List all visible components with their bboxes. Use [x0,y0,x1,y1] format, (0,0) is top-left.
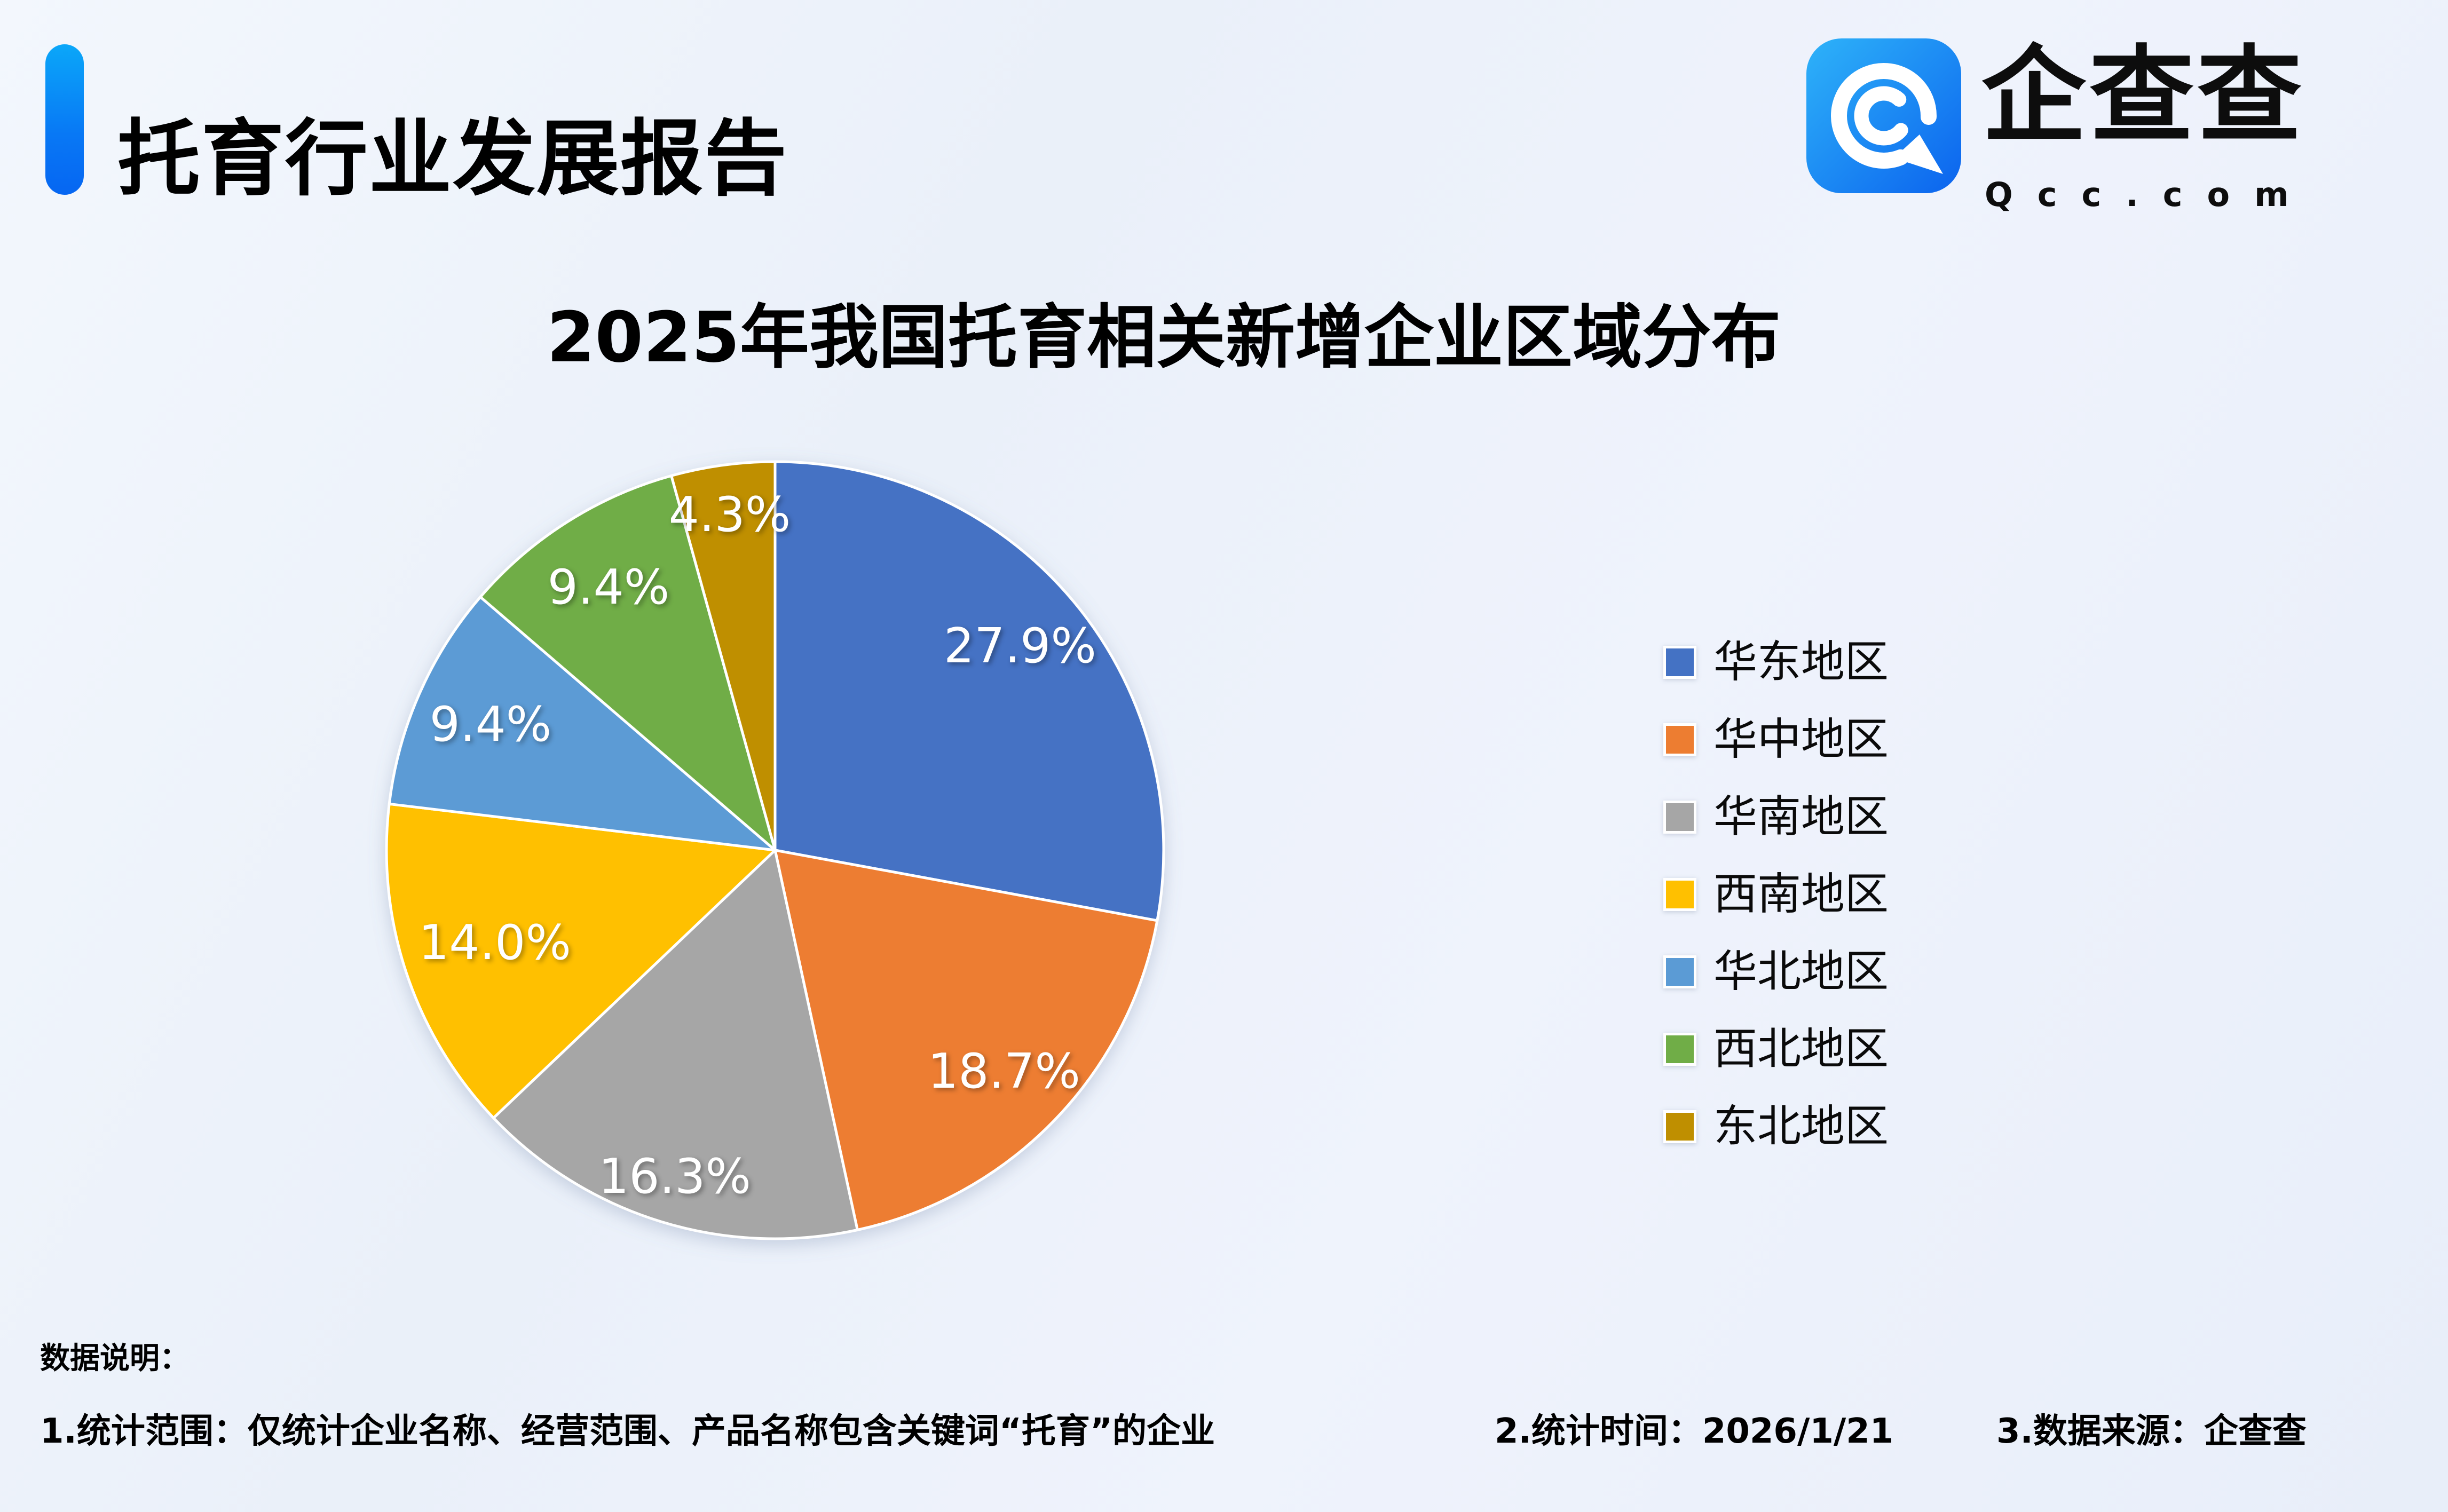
footer-note-date: 2.统计时间：2026/1/21 [1495,1412,1894,1451]
legend-item-华中地区: 华中地区 [1663,718,1889,762]
footer-note-source: 3.数据来源：企查查 [1996,1412,2307,1451]
qcc-logo-company-text: 企查查 [1981,35,2305,157]
pie-slice-华中地区 [773,849,1159,1231]
legend-swatch-西南地区 [1663,878,1696,911]
legend-swatch-华南地区 [1663,801,1696,834]
legend-swatch-西北地区 [1663,1033,1696,1066]
pie-slice-华东地区 [773,460,1165,922]
legend-label-华南地区: 华南地区 [1713,791,1889,842]
footer-heading: 数据说明： [40,1341,189,1376]
chart-title: 2025年我国托育相关新增企业区域分布 [547,297,1781,378]
legend-label-华北地区: 华北地区 [1713,946,1889,997]
legend-item-西南地区: 西南地区 [1663,873,1889,916]
legend-label-华东地区: 华东地区 [1713,637,1889,687]
legend-swatch-华东地区 [1663,646,1696,679]
pie-label-华中地区: 18.7% [928,1043,1080,1099]
qcc-logo: 企查查 Qcc.com [1806,38,2415,231]
legend-item-华南地区: 华南地区 [1663,795,1889,839]
pie-label-华北地区: 9.4% [429,696,552,753]
pie-chart [385,460,1165,1240]
page-title: 托育行业发展报告 [117,110,788,207]
legend-item-华东地区: 华东地区 [1663,640,1889,684]
legend-item-东北地区: 东北地区 [1663,1105,1889,1149]
legend-label-西南地区: 西南地区 [1713,869,1889,920]
legend-swatch-华中地区 [1663,723,1696,756]
footer-note-scope: 1.统计范围：仅统计企业名称、经营范围、产品名称包含关键词“托育”的企业 [40,1412,1215,1451]
legend-item-西北地区: 西北地区 [1663,1027,1889,1071]
pie-slice-东北地区 [670,460,777,852]
pie-label-西北地区: 9.4% [547,559,670,615]
pie-label-华东地区: 27.9% [944,618,1096,674]
legend-label-华中地区: 华中地区 [1713,714,1889,765]
qcc-logo-domain-text: Qcc.com [1985,175,2313,214]
pie-label-东北地区: 4.3% [668,487,791,543]
legend-swatch-东北地区 [1663,1110,1696,1143]
title-accent-bar [45,44,84,195]
legend-label-西北地区: 西北地区 [1713,1024,1889,1074]
legend-label-东北地区: 东北地区 [1713,1101,1889,1152]
pie-slice-西北地区 [479,474,777,852]
legend-item-华北地区: 华北地区 [1663,950,1889,994]
qcc-logo-icon [1806,38,1961,193]
pie-slice-华南地区 [492,849,859,1240]
legend-swatch-华北地区 [1663,955,1696,988]
pie-label-华南地区: 16.3% [598,1149,751,1205]
pie-slice-西南地区 [385,802,777,1120]
chart-legend: 华东地区华中地区华南地区西南地区华北地区西北地区东北地区 [1663,640,1889,1188]
pie-label-西南地区: 14.0% [418,915,571,971]
pie-slice-华北地区 [388,596,777,852]
